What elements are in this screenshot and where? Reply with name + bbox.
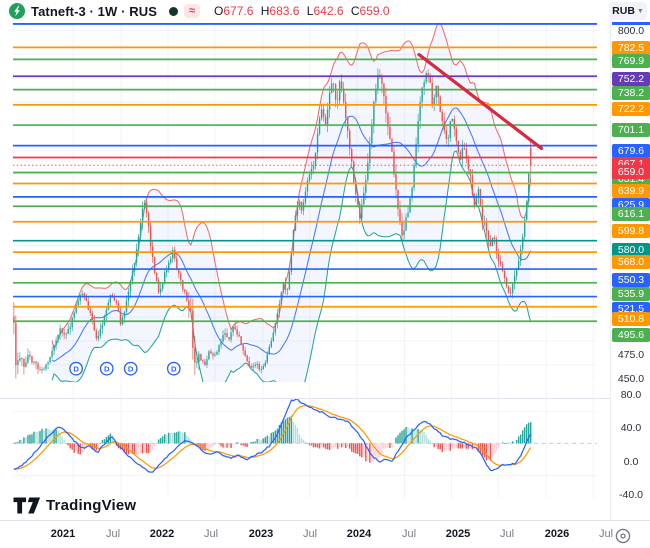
- open-value: 677.6: [223, 4, 254, 18]
- svg-text:D: D: [171, 365, 177, 374]
- current-price-label: 659.0: [612, 164, 650, 179]
- price-level-label: 616.1: [612, 207, 650, 222]
- close-label: C: [350, 4, 360, 18]
- go-to-realtime-icon[interactable]: [614, 527, 632, 545]
- time-axis-year-label: 2022: [149, 528, 175, 540]
- axis-price-label: 800.0: [612, 24, 650, 38]
- price-level-label: 679.6: [612, 144, 650, 159]
- approx-badge: ≈: [183, 4, 201, 18]
- svg-text:D: D: [104, 365, 110, 374]
- bollinger-fill: [52, 23, 531, 383]
- low-value: 642.6: [313, 4, 344, 18]
- close-value: 659.0: [359, 4, 390, 18]
- price-level-label: 521.5: [612, 301, 650, 316]
- price-level-label: 769.9: [612, 54, 650, 68]
- indicator-axis-label: -40.0: [612, 489, 650, 502]
- tatneft-logo-icon: [9, 3, 25, 19]
- time-axis-year-label: 2025: [445, 528, 471, 540]
- low-label: L: [306, 4, 314, 18]
- legend-dot-icon: [168, 6, 178, 16]
- price-level-lines: [12, 46, 598, 323]
- bollinger-basis: [51, 107, 532, 362]
- price-level-label: 510.8: [612, 312, 650, 327]
- time-axis-month-label: Jul: [203, 528, 219, 540]
- indicator-pane[interactable]: [12, 379, 598, 498]
- axis-price-label: 450.0: [612, 373, 650, 387]
- time-axis-month-label: Jul: [105, 528, 121, 540]
- price-level-label: 599.8: [612, 223, 650, 238]
- currency-label: RUB: [612, 5, 635, 17]
- price-level-label: 568.0: [612, 255, 650, 270]
- ohlc-readout: O677.6 H683.6 L642.6 C659.0: [210, 4, 390, 18]
- chevron-down-icon: ▼: [636, 7, 644, 15]
- open-label: O: [214, 4, 224, 18]
- pane-divider[interactable]: [0, 398, 650, 399]
- chart-header: Tatneft-3 · 1W · RUS ≈ O677.6 H683.6 L64…: [0, 0, 650, 22]
- price-level-label: 738.2: [612, 85, 650, 100]
- time-axis-year-label: 2021: [50, 528, 76, 540]
- svg-text:D: D: [73, 365, 79, 374]
- time-axis[interactable]: 2021 Jul 2022 Jul 2023 Jul 2024 Jul 2025 Jul 2026 J…: [0, 521, 650, 548]
- price-level-label: 495.6: [612, 327, 650, 342]
- tradingview-mark-icon: [13, 497, 40, 514]
- time-axis-year-label: 2023: [248, 528, 274, 540]
- indicator-axis-label: 0.0: [612, 455, 650, 469]
- currency-button[interactable]: RUB ▼: [609, 2, 647, 20]
- price-scale[interactable]: 800.0 475.0 450.0 782.5 769.9 752.2 738.2 722.2…: [610, 0, 650, 548]
- time-axis-year-label: 2026: [544, 528, 570, 540]
- axis-price-label: 475.0: [612, 348, 650, 362]
- symbol-title[interactable]: Tatneft-3 · 1W · RUS: [31, 3, 157, 19]
- trend-line[interactable]: [417, 52, 544, 151]
- price-level-label: 639.9: [612, 183, 650, 198]
- time-axis-month-label: Jul: [499, 528, 515, 540]
- price-level-label: 782.5: [612, 41, 650, 56]
- price-level-label: 701.1: [612, 122, 650, 137]
- price-level-label: 550.3: [612, 272, 650, 287]
- price-level-label: 722.2: [612, 101, 650, 116]
- price-level-label: 580.0: [612, 243, 650, 258]
- price-level-label: 752.2: [612, 71, 650, 86]
- indicator-axis-label: 40.0: [612, 422, 650, 435]
- price-level-label: 535.9: [612, 287, 650, 302]
- tradingview-wordmark: TradingView: [46, 497, 137, 514]
- bollinger-lower-band: [51, 150, 532, 383]
- time-axis-year-label: 2024: [346, 528, 372, 540]
- time-axis-month-label: Jul: [302, 528, 318, 540]
- high-value: 683.6: [269, 4, 300, 18]
- indicator-axis-label: 80.0: [612, 388, 650, 402]
- time-axis-month-label: Jul: [401, 528, 417, 540]
- high-label: H: [260, 4, 270, 18]
- macd-line: [13, 398, 532, 473]
- tradingview-logo[interactable]: TradingView: [13, 497, 136, 514]
- svg-text:D: D: [128, 365, 134, 374]
- macd-histogram: [13, 415, 532, 463]
- time-axis-month-label: Jul: [598, 528, 614, 540]
- macd-signal-line: [13, 405, 532, 470]
- axis-divider: [0, 520, 650, 521]
